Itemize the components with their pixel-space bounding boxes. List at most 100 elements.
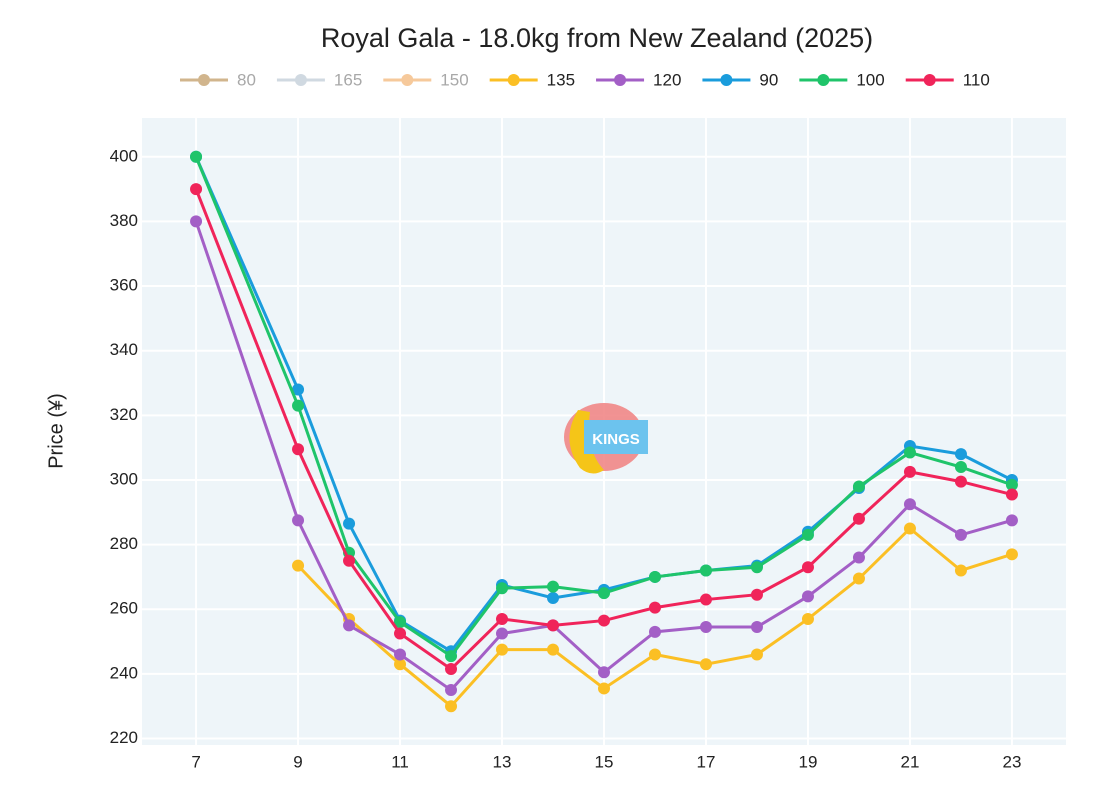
data-point [496, 612, 509, 625]
data-point [598, 587, 610, 600]
data-point [954, 475, 967, 488]
data-point [598, 614, 610, 627]
data-point [394, 658, 407, 671]
data-point [445, 700, 458, 713]
data-point [445, 684, 458, 697]
data-point [852, 572, 865, 585]
x-tick-label: 13 [493, 752, 512, 771]
series-line [194, 156, 1013, 654]
legend-marker [614, 74, 627, 86]
x-tick-label: 19 [799, 752, 818, 771]
legend-label: 120 [653, 70, 681, 89]
series-line [194, 156, 1013, 659]
data-point [852, 512, 865, 525]
watermark: KINGS [564, 403, 648, 474]
legend: 80 165 150 135 120 90 100 110 [180, 70, 990, 89]
legend-marker [401, 74, 414, 86]
y-tick-label: 240 [110, 663, 138, 682]
x-tick-label: 7 [191, 752, 200, 771]
data-point [292, 514, 305, 527]
data-point [801, 612, 814, 625]
legend-marker [720, 74, 733, 86]
y-axis-label: Price (¥) [45, 393, 67, 469]
legend-item: 110 [905, 70, 990, 89]
data-point [750, 588, 763, 601]
data-point [852, 480, 865, 493]
y-tick-label: 220 [110, 728, 138, 747]
data-point [648, 570, 661, 583]
data-point [954, 461, 967, 474]
data-point [496, 627, 509, 640]
legend-label: 100 [856, 70, 884, 89]
data-point [292, 443, 305, 456]
data-point [750, 648, 763, 661]
y-tick-label: 260 [110, 599, 138, 618]
logo-text: KINGS [592, 431, 640, 448]
x-tick-label: 23 [1002, 752, 1021, 771]
data-point [903, 498, 916, 511]
y-tick-label: 360 [110, 276, 138, 295]
legend-item: 135 [489, 70, 575, 89]
data-point [547, 643, 560, 656]
data-point [954, 528, 967, 541]
legend-marker [294, 74, 307, 86]
x-tick-label: 21 [900, 752, 919, 771]
data-point [547, 619, 560, 632]
data-point [343, 554, 356, 567]
data-point [750, 561, 763, 574]
data-point [394, 616, 407, 629]
data-point [547, 580, 560, 593]
data-point [343, 517, 356, 530]
data-point [699, 593, 712, 606]
data-point [445, 663, 458, 676]
x-tick-label: 15 [595, 752, 614, 771]
legend-item: 90 [702, 70, 778, 89]
data-point [903, 465, 916, 478]
data-point [190, 183, 203, 196]
data-point [954, 564, 967, 577]
y-tick-label: 400 [110, 146, 138, 165]
data-point [750, 621, 763, 634]
y-tick-label: 340 [110, 340, 138, 359]
legend-label: 165 [334, 70, 362, 89]
x-tick-label: 11 [391, 752, 409, 771]
legend-label: 135 [547, 70, 575, 89]
data-point [598, 682, 610, 695]
data-point [1005, 488, 1018, 501]
data-point [699, 564, 712, 577]
data-point [292, 559, 305, 572]
legend-marker [817, 74, 830, 86]
series-line [194, 220, 1013, 693]
x-tick-label: 9 [293, 752, 302, 771]
data-point [343, 619, 356, 632]
data-point [648, 648, 661, 661]
data-point [292, 383, 305, 396]
y-tick-label: 380 [110, 211, 138, 230]
data-point [801, 590, 814, 603]
legend-label: 150 [440, 70, 468, 89]
chart-title: Royal Gala - 18.0kg from New Zealand (20… [321, 23, 873, 53]
data-point [1005, 548, 1018, 561]
data-point [699, 658, 712, 671]
data-point [394, 648, 407, 661]
data-point [648, 601, 661, 614]
data-point [190, 150, 203, 163]
data-point [292, 399, 305, 412]
data-point [954, 448, 967, 461]
data-point [903, 522, 916, 535]
legend-marker [507, 74, 520, 86]
data-point [547, 591, 560, 604]
y-tick-label: 280 [110, 534, 138, 553]
data-point [699, 621, 712, 634]
y-tick-label: 300 [110, 469, 138, 488]
legend-item: 150 [383, 70, 469, 89]
data-point [801, 528, 814, 541]
data-point [445, 650, 458, 663]
legend-label: 90 [759, 70, 778, 89]
data-point [1005, 514, 1018, 527]
x-tick-label: 17 [697, 752, 716, 771]
data-point [1005, 478, 1018, 491]
legend-label: 110 [963, 70, 990, 89]
data-point [394, 627, 407, 640]
